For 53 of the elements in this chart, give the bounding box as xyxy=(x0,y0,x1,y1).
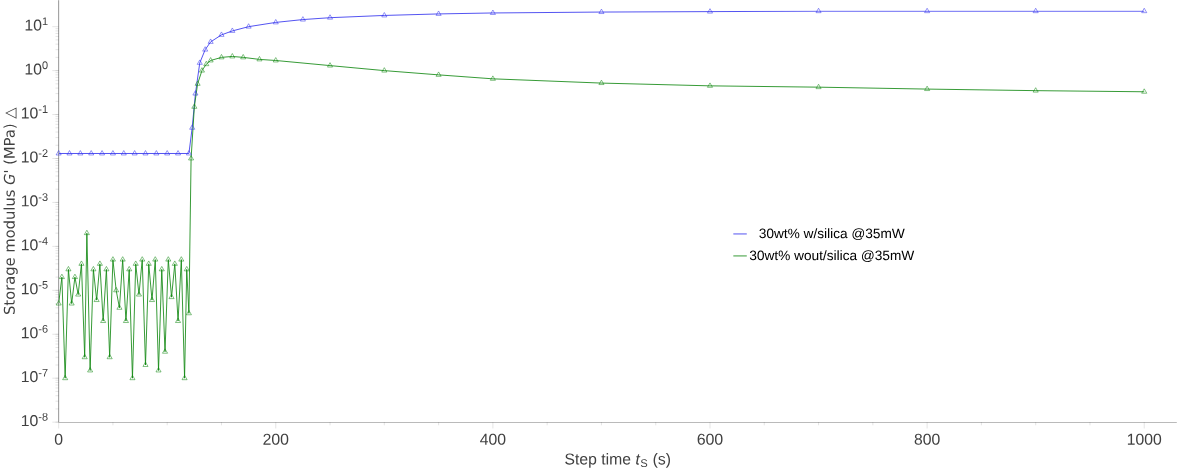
point xyxy=(202,46,209,52)
point xyxy=(598,8,605,14)
legend-label: 30wt% w/silica @35mW xyxy=(759,228,905,240)
y-tick-label: 10$^{-4}$ xyxy=(21,237,48,251)
point xyxy=(327,14,333,20)
point xyxy=(381,12,388,18)
point xyxy=(99,150,105,156)
point xyxy=(815,7,822,13)
y-tick-label: 10$^{-2}$ xyxy=(21,149,48,163)
y-axis-title: Storage modulus G' (MPa) △ xyxy=(3,107,18,314)
point xyxy=(1141,7,1148,13)
y-tick-label: 10$^{-8}$ xyxy=(21,412,48,427)
point xyxy=(924,7,930,13)
y-tick-label: 10$^{-5}$ xyxy=(21,280,48,295)
x-tick-label: 600 xyxy=(697,433,723,445)
x-tick-label: 0 xyxy=(54,433,63,445)
point xyxy=(229,27,236,33)
y-tick-label: 10$^{-3}$ xyxy=(21,193,48,207)
point xyxy=(189,124,195,130)
point xyxy=(490,9,496,15)
point xyxy=(186,150,192,156)
x-axis-title: Step time t$_{S}$ (s) xyxy=(565,452,671,468)
point xyxy=(66,150,73,156)
legend-label: 30wt% wout/silica @35mW xyxy=(749,250,915,262)
y-tick-label: 10$^{-6}$ xyxy=(21,324,48,339)
point xyxy=(707,8,713,14)
point xyxy=(300,16,306,22)
x-tick-label: 800 xyxy=(914,433,940,445)
point xyxy=(207,38,214,44)
point xyxy=(55,150,62,156)
point xyxy=(110,150,116,156)
point xyxy=(272,19,279,25)
y-tick-label: 10$^{1}$ xyxy=(25,17,48,31)
point xyxy=(153,150,160,156)
x-tick-label: 1000 xyxy=(1127,433,1162,445)
point xyxy=(120,150,127,156)
point xyxy=(435,10,442,16)
y-tick-label: 10$^{0}$ xyxy=(25,61,48,75)
x-tick-label: 200 xyxy=(263,433,289,445)
point xyxy=(192,90,199,96)
point xyxy=(142,150,149,156)
point xyxy=(196,59,203,65)
point xyxy=(175,150,181,156)
x-tick-label: 400 xyxy=(480,433,506,445)
point xyxy=(1032,7,1039,13)
point xyxy=(245,23,252,29)
point xyxy=(218,31,225,37)
y-tick-label: 10$^{-1}$ xyxy=(21,105,48,119)
point xyxy=(164,150,171,156)
y-tick-label: 10$^{-7}$ xyxy=(21,368,48,383)
point xyxy=(88,150,95,156)
point xyxy=(77,150,84,156)
point xyxy=(131,150,138,156)
